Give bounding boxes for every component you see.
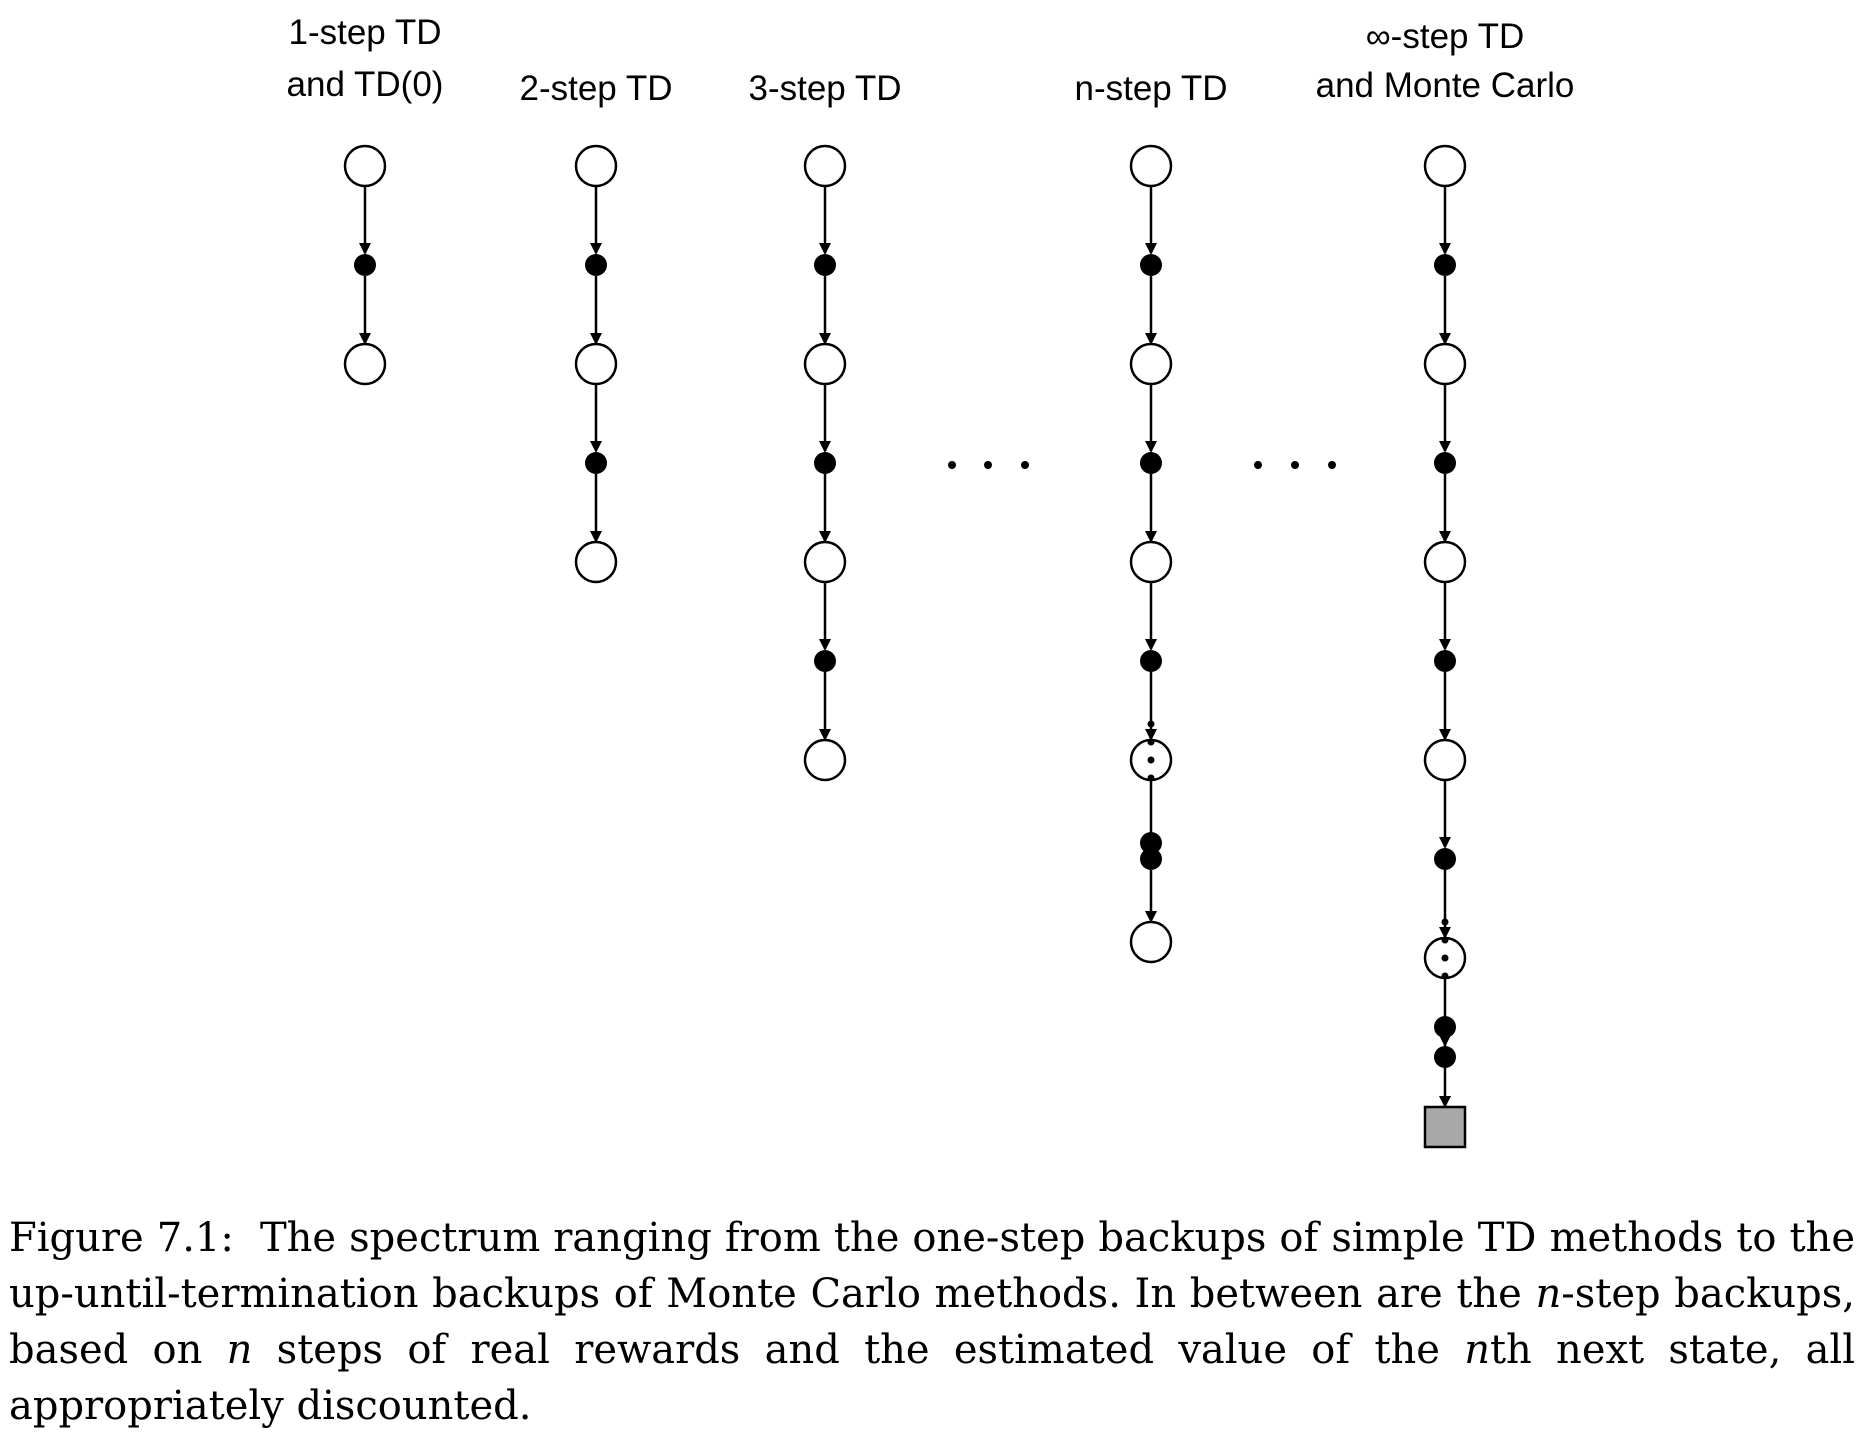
state-node xyxy=(1423,342,1467,386)
action-node xyxy=(1140,452,1162,474)
state-node xyxy=(343,144,387,188)
vertical-ellipsis-dot xyxy=(1441,972,1449,980)
vertical-ellipsis-dot xyxy=(1441,954,1449,962)
horizontal-ellipsis-dot xyxy=(984,461,992,469)
state-node xyxy=(1129,342,1173,386)
vertical-ellipsis-dot xyxy=(1441,918,1449,926)
vertical-ellipsis-dot xyxy=(1441,936,1449,944)
action-node xyxy=(585,254,607,276)
backup-chains xyxy=(343,144,1467,1149)
state-node xyxy=(803,144,847,188)
state-node xyxy=(1129,540,1173,584)
horizontal-ellipsis-dot xyxy=(948,461,956,469)
action-node xyxy=(1434,1016,1456,1038)
state-node xyxy=(803,540,847,584)
vertical-ellipsis-dot xyxy=(1147,738,1155,746)
state-node xyxy=(574,342,618,386)
state-node xyxy=(1423,738,1467,782)
action-node xyxy=(1140,832,1162,854)
column-label-one-step-line-2: and TD(0) xyxy=(287,65,444,104)
backup-diagram: 1-step TD and TD(0) 2-step TD 3-step TD n-st… xyxy=(287,13,1575,1149)
chain-three-step xyxy=(803,144,847,782)
column-label-three-step-line-1: 3-step TD xyxy=(748,69,901,108)
vertical-ellipsis-dot xyxy=(1147,720,1155,728)
horizontal-ellipsis-dot xyxy=(1254,461,1262,469)
caption-math-n: n xyxy=(1464,1327,1490,1373)
column-label-n-step-line-1: n-step TD xyxy=(1074,69,1227,108)
caption-text: steps of real rewards and the estimated … xyxy=(252,1327,1465,1373)
action-node xyxy=(354,254,376,276)
column-label-one-step-line-1: 1-step TD xyxy=(288,13,441,52)
horizontal-ellipsis-dot xyxy=(1021,461,1029,469)
column-label-infinity-step-line-1: ∞-step TD xyxy=(1366,17,1525,56)
ellipsis-between-n-and-infinity xyxy=(1254,461,1336,469)
caption-math-n: n xyxy=(1535,1271,1562,1317)
state-node xyxy=(574,540,618,584)
state-node xyxy=(574,144,618,188)
vertical-ellipsis-dot xyxy=(1147,774,1155,782)
chain-n-step xyxy=(1129,144,1173,964)
action-node xyxy=(585,452,607,474)
chain-two-step xyxy=(574,144,618,584)
caption-text: th next state, all appropriately discoun… xyxy=(9,1327,1855,1429)
column-labels: 1-step TD and TD(0) 2-step TD 3-step TD n-st… xyxy=(287,13,1575,108)
state-node xyxy=(1129,920,1173,964)
ellipsis-between-3-and-n xyxy=(948,461,1029,469)
state-node xyxy=(1423,144,1467,188)
vertical-ellipsis-dot xyxy=(1147,756,1155,764)
action-node xyxy=(1434,848,1456,870)
state-node xyxy=(803,342,847,386)
horizontal-ellipsis-dot xyxy=(1328,461,1336,469)
action-node xyxy=(1434,254,1456,276)
state-node xyxy=(1423,540,1467,584)
caption-text: The spectrum ranging from the one-step b… xyxy=(9,1215,1855,1317)
terminal-state xyxy=(1423,1105,1467,1149)
action-node xyxy=(814,650,836,672)
column-label-infinity-step-line-2: and Monte Carlo xyxy=(1316,66,1575,105)
caption-body: The spectrum ranging from the one-step b… xyxy=(9,1215,1855,1429)
state-node xyxy=(803,738,847,782)
action-node xyxy=(1434,650,1456,672)
caption-math-n: n xyxy=(226,1327,253,1373)
chain-one-step xyxy=(343,144,387,386)
state-node xyxy=(1129,144,1173,188)
action-node xyxy=(814,254,836,276)
chain-infinity-step xyxy=(1423,144,1467,1149)
action-node xyxy=(1140,254,1162,276)
state-node xyxy=(343,342,387,386)
caption-text: -step backups, based on xyxy=(9,1271,1855,1373)
horizontal-ellipsis-dot xyxy=(1291,461,1299,469)
figure-caption: Figure 7.1: The spectrum ranging from th… xyxy=(9,1210,1855,1434)
figure-label: Figure 7.1: xyxy=(9,1215,234,1261)
action-node xyxy=(1434,452,1456,474)
column-label-two-step-line-1: 2-step TD xyxy=(519,69,672,108)
action-node xyxy=(814,452,836,474)
action-node xyxy=(1140,650,1162,672)
between-ellipses xyxy=(948,461,1336,469)
